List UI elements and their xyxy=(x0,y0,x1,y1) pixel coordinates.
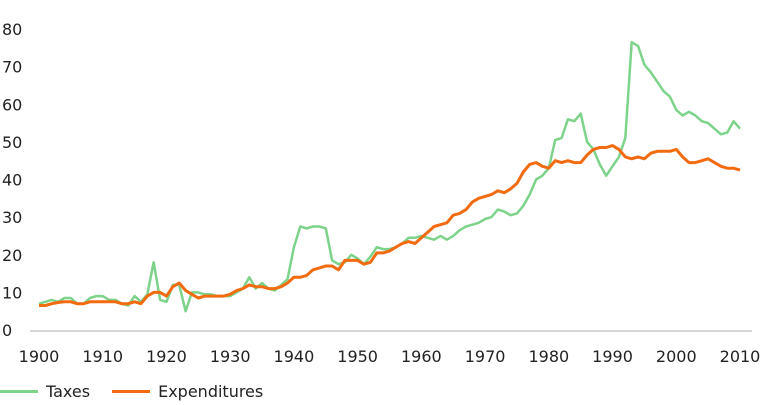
y-tick-label: 80 xyxy=(2,20,22,39)
legend-label-expenditures: Expenditures xyxy=(158,382,264,401)
x-tick-label: 1970 xyxy=(465,347,506,366)
x-tick-label: 1910 xyxy=(82,347,123,366)
series-line-expenditures xyxy=(39,144,741,307)
x-tick-label: 1940 xyxy=(274,347,315,366)
x-tick-label: 1980 xyxy=(528,347,569,366)
x-tick-label: 1960 xyxy=(401,347,442,366)
y-tick-label: 40 xyxy=(2,171,22,190)
y-tick-label: 0 xyxy=(2,321,12,340)
x-tick-label: 2010 xyxy=(720,347,761,366)
x-tick-label: 1920 xyxy=(146,347,187,366)
legend-swatch-taxes xyxy=(0,390,38,393)
y-tick-label: 70 xyxy=(2,58,22,77)
y-tick-label: 50 xyxy=(2,133,22,152)
x-tick-label: 2000 xyxy=(656,347,697,366)
y-tick-label: 60 xyxy=(2,95,22,114)
legend-label-taxes: Taxes xyxy=(46,382,91,401)
x-tick-label: 1900 xyxy=(19,347,60,366)
legend: Taxes Expenditures xyxy=(0,382,285,401)
x-tick-label: 1930 xyxy=(210,347,251,366)
legend-item-taxes: Taxes xyxy=(0,382,90,401)
y-tick-label: 20 xyxy=(2,246,22,265)
line-chart: 0 10 20 30 40 50 60 70 80 1900 1910 1920 1930 1940 19… xyxy=(2,20,761,366)
series-line-taxes xyxy=(38,40,741,313)
y-tick-label: 10 xyxy=(2,283,22,302)
x-tick-label: 1950 xyxy=(337,347,378,366)
legend-item-expenditures: Expenditures xyxy=(112,382,263,401)
legend-swatch-expenditures xyxy=(112,390,151,393)
y-tick-label: 30 xyxy=(2,208,22,227)
x-tick-label: 1990 xyxy=(592,347,633,366)
